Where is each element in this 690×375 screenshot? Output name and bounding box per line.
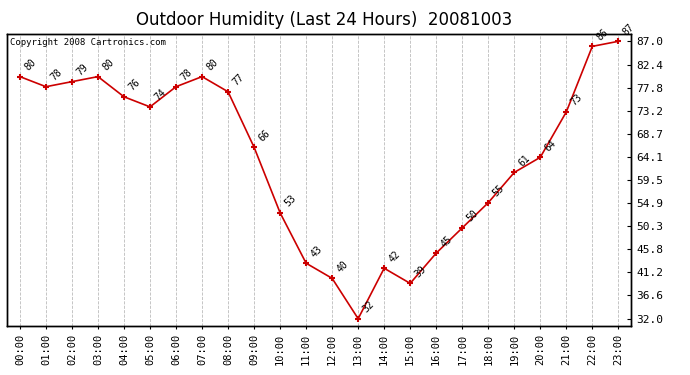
Text: 55: 55 [491, 183, 506, 198]
Text: 73: 73 [569, 92, 584, 108]
Text: 45: 45 [439, 234, 455, 249]
Text: 78: 78 [179, 67, 194, 82]
Text: 61: 61 [517, 153, 533, 168]
Text: 66: 66 [257, 128, 273, 143]
Text: 50: 50 [465, 209, 480, 224]
Text: 53: 53 [283, 193, 298, 208]
Text: 76: 76 [127, 77, 142, 93]
Text: 78: 78 [49, 67, 64, 82]
Text: 42: 42 [387, 249, 402, 264]
Text: 32: 32 [361, 299, 376, 315]
Text: 79: 79 [75, 62, 90, 78]
Text: 80: 80 [23, 57, 38, 72]
Text: 40: 40 [335, 259, 351, 274]
Text: 80: 80 [205, 57, 220, 72]
Text: 39: 39 [413, 264, 428, 279]
Text: Outdoor Humidity (Last 24 Hours)  20081003: Outdoor Humidity (Last 24 Hours) 2008100… [136, 11, 513, 29]
Text: 64: 64 [543, 138, 558, 153]
Text: 86: 86 [595, 27, 611, 42]
Text: Copyright 2008 Cartronics.com: Copyright 2008 Cartronics.com [10, 38, 166, 47]
Text: 74: 74 [152, 87, 168, 103]
Text: 80: 80 [101, 57, 116, 72]
Text: 87: 87 [621, 22, 636, 37]
Text: 43: 43 [309, 244, 324, 259]
Text: 77: 77 [231, 72, 246, 88]
